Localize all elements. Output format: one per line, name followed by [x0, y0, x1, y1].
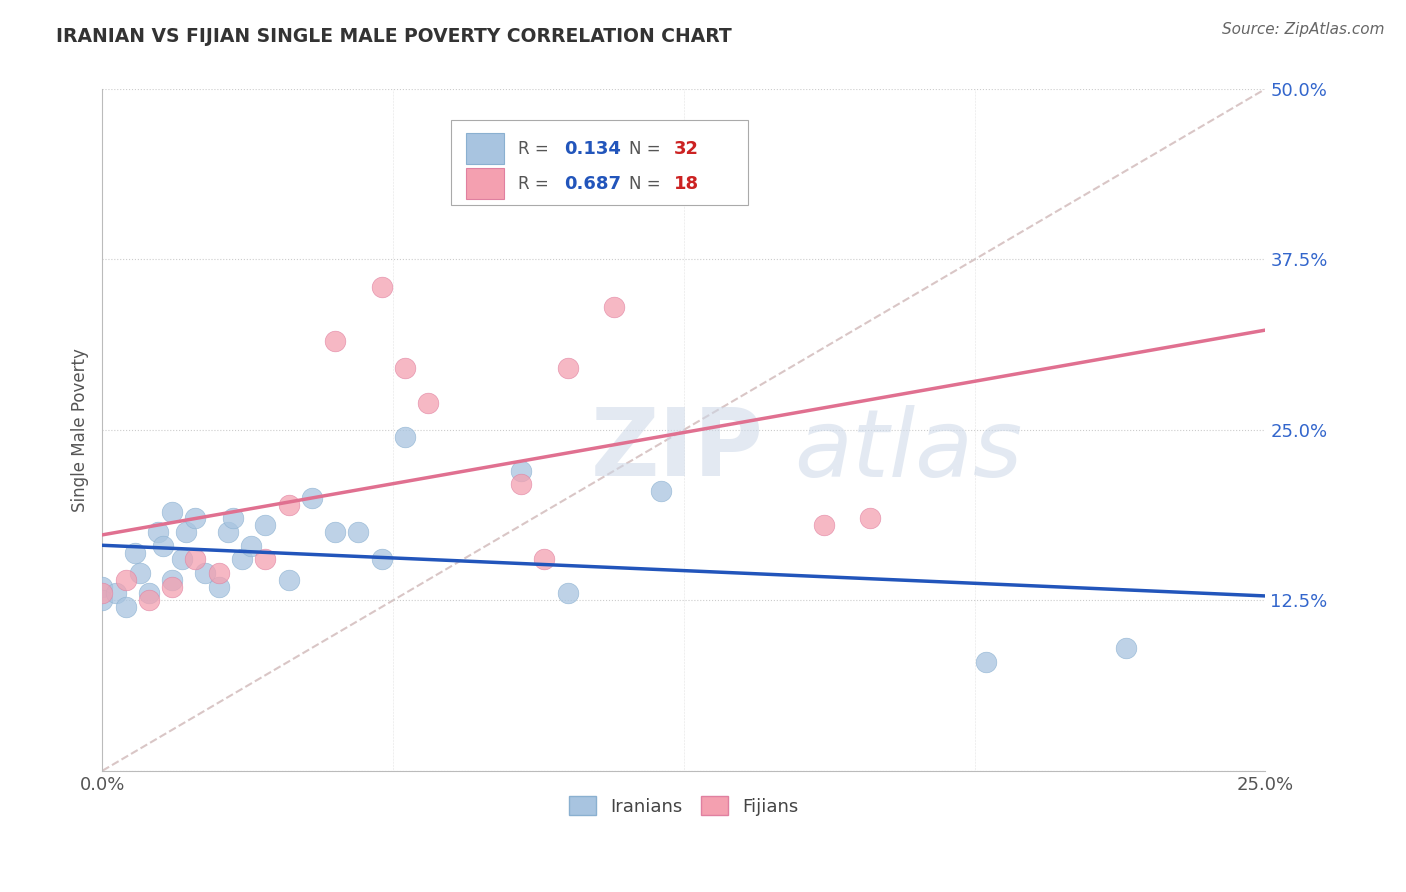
Text: Source: ZipAtlas.com: Source: ZipAtlas.com [1222, 22, 1385, 37]
Point [323, 334, 346, 348]
Point [254, 518, 277, 533]
Point [222, 511, 245, 525]
Point [160, 505, 183, 519]
Point [160, 580, 183, 594]
Point [557, 361, 579, 376]
Text: R =: R = [517, 140, 554, 158]
Point [194, 566, 217, 580]
Text: ZIP: ZIP [591, 404, 763, 496]
Point [277, 498, 299, 512]
Point [138, 586, 160, 600]
Point [114, 600, 136, 615]
Point [277, 573, 299, 587]
Point [533, 552, 555, 566]
Text: 18: 18 [673, 175, 699, 193]
Point [208, 566, 231, 580]
Point [170, 552, 193, 566]
Point [323, 524, 346, 539]
Point [301, 491, 323, 505]
Point [1115, 640, 1137, 655]
Bar [467, 133, 503, 164]
Point [91, 593, 114, 607]
Point [650, 484, 672, 499]
Point [370, 279, 392, 293]
Text: N =: N = [630, 140, 666, 158]
Point [184, 511, 207, 525]
Point [152, 539, 174, 553]
Legend: Iranians, Fijians: Iranians, Fijians [562, 789, 806, 823]
Point [105, 586, 128, 600]
Text: IRANIAN VS FIJIAN SINGLE MALE POVERTY CORRELATION CHART: IRANIAN VS FIJIAN SINGLE MALE POVERTY CO… [56, 27, 733, 45]
Point [859, 511, 882, 525]
Point [91, 586, 114, 600]
Point [813, 518, 835, 533]
Point [124, 545, 146, 559]
Point [370, 552, 392, 566]
Point [510, 464, 533, 478]
Point [174, 524, 197, 539]
Point [184, 552, 207, 566]
Point [208, 580, 231, 594]
Point [557, 586, 579, 600]
Text: N =: N = [630, 175, 666, 193]
Point [138, 593, 160, 607]
Point [603, 300, 626, 314]
Point [91, 580, 114, 594]
Text: R =: R = [517, 175, 554, 193]
Text: 0.134: 0.134 [564, 140, 621, 158]
Point [394, 429, 416, 443]
Point [128, 566, 150, 580]
FancyBboxPatch shape [451, 120, 748, 205]
Point [416, 395, 439, 409]
Point [254, 552, 277, 566]
Point [148, 524, 170, 539]
Text: atlas: atlas [794, 405, 1022, 496]
Bar [467, 168, 503, 199]
Text: 32: 32 [673, 140, 699, 158]
Point [240, 539, 263, 553]
Point [347, 524, 370, 539]
Point [114, 573, 136, 587]
Point [976, 655, 998, 669]
Point [394, 361, 416, 376]
Text: 0.687: 0.687 [564, 175, 621, 193]
Point [510, 477, 533, 491]
Point [217, 524, 239, 539]
Y-axis label: Single Male Poverty: Single Male Poverty [72, 348, 89, 512]
Point [160, 573, 183, 587]
Point [231, 552, 253, 566]
